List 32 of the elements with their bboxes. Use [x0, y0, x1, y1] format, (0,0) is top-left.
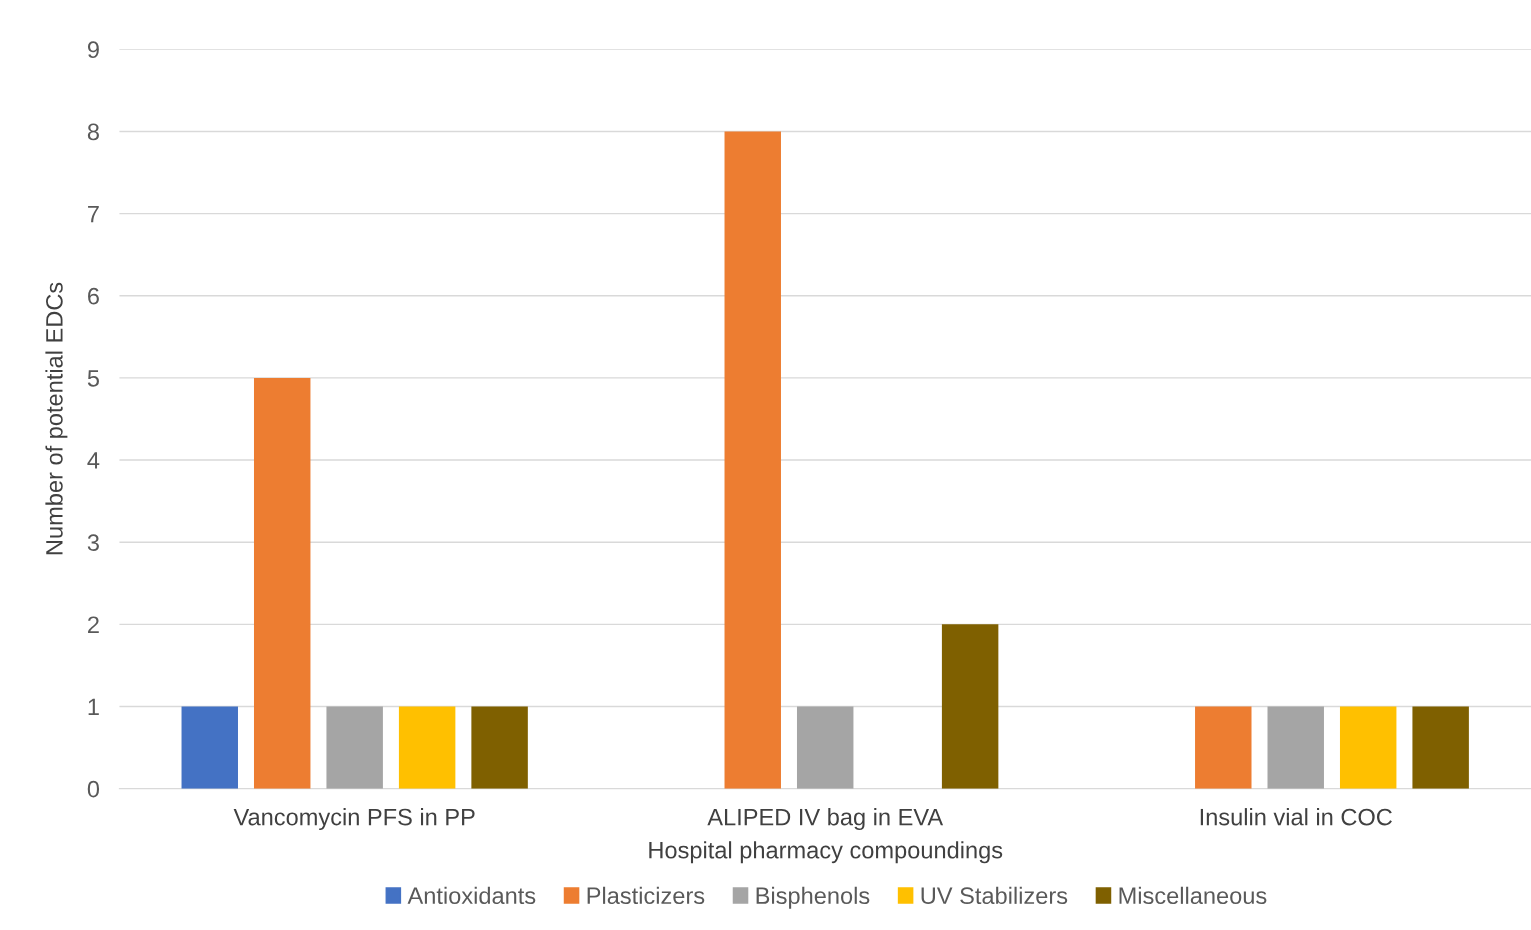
bar — [1339, 706, 1397, 789]
bar — [471, 706, 528, 789]
y-tick-label: 2 — [88, 616, 99, 633]
y-tick-label: 5 — [87, 370, 99, 387]
bar — [941, 624, 999, 789]
legend-label: Miscellaneous — [1119, 886, 1267, 905]
y-tick-label: 3 — [87, 534, 99, 551]
y-tick-label: 4 — [87, 452, 100, 469]
y-tick-label: 1 — [88, 698, 99, 716]
bar — [724, 131, 781, 789]
y-tick-label: 6 — [88, 287, 99, 305]
bar — [1412, 706, 1469, 789]
y-tick-label: 9 — [87, 41, 99, 59]
x-tick-label: Vancomycin PFS in PP — [233, 808, 475, 831]
bar — [181, 706, 238, 789]
bar — [796, 706, 854, 789]
legend-label: Bisphenols — [756, 886, 870, 909]
y-tick-label: 8 — [87, 123, 99, 141]
bar — [398, 706, 456, 789]
x-tick-label: ALIPED IV bag in EVA — [707, 808, 944, 831]
y-tick-label: 0 — [87, 780, 100, 798]
x-axis-title: Hospital pharmacy compoundings — [649, 841, 1003, 864]
bar — [253, 377, 311, 789]
x-tick-label: Insulin vial in COC — [1200, 808, 1392, 826]
bar — [326, 706, 383, 789]
bar — [1195, 706, 1252, 789]
y-tick-label: 7 — [88, 205, 99, 223]
legend-label: UV Stabilizers — [921, 886, 1068, 905]
y-axis-title: Number of potential EDCs — [45, 282, 68, 555]
legend-label: Antioxidants — [407, 886, 536, 905]
legend-label: Plasticizers — [587, 886, 705, 905]
bar — [1267, 706, 1324, 789]
